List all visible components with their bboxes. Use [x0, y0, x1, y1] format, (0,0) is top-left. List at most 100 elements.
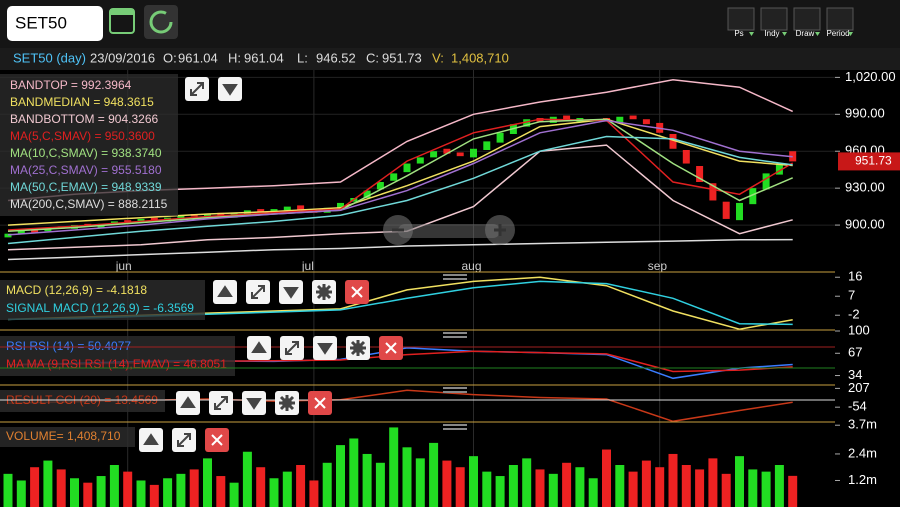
legend-entry: MA(5,C,SMAV) = 950.3600 — [10, 129, 155, 143]
up-icon — [180, 396, 196, 408]
volume-bar — [415, 458, 425, 507]
info-text: 961.04 — [244, 50, 284, 65]
candle — [749, 188, 757, 205]
label-box — [0, 280, 205, 320]
candle — [416, 157, 424, 164]
candle — [669, 134, 677, 149]
volume-bar — [615, 465, 625, 507]
right-axis — [835, 70, 900, 507]
up-icon — [217, 285, 233, 297]
candle — [4, 233, 12, 238]
candle — [403, 163, 411, 173]
candle — [376, 182, 384, 190]
toolbar-button[interactable] — [826, 7, 854, 31]
volume-bar — [282, 471, 292, 507]
volume-bar — [16, 480, 26, 507]
volume-bar — [402, 447, 412, 507]
volume-bar — [176, 473, 186, 507]
volume-bar — [788, 475, 798, 507]
indicator-label: MA MA (9,RSI RSI (14),EMAV) = 46.8051 — [6, 357, 227, 371]
volume-bar — [96, 476, 106, 507]
y-tick-label: -2 — [848, 307, 860, 322]
volume-bar — [189, 469, 199, 507]
volume-bar — [655, 467, 665, 507]
volume-bar — [681, 465, 691, 507]
candle — [456, 152, 464, 157]
toolbar-label: Period — [826, 29, 849, 38]
volume-bar — [774, 465, 784, 507]
label-box — [0, 390, 165, 412]
drag-handle[interactable] — [443, 274, 467, 280]
volume-bar — [522, 458, 532, 507]
volume-bar — [70, 478, 79, 507]
info-text: H: — [228, 50, 241, 65]
zoom-bar[interactable] — [398, 224, 500, 238]
candle — [17, 230, 25, 234]
volume-bar — [455, 467, 465, 507]
overlay-line — [7, 135, 793, 245]
candle — [283, 206, 291, 211]
legend-entry: BANDMEDIAN = 948.3615 — [10, 95, 154, 109]
candle — [470, 148, 477, 158]
drag-handle[interactable] — [443, 332, 467, 338]
volume-bar — [269, 478, 279, 507]
overlay-line — [7, 238, 793, 261]
toolbar-label: Draw — [796, 29, 815, 38]
y-tick-label: 990.00 — [845, 106, 885, 121]
y-tick-label: 7 — [848, 288, 855, 303]
volume-bar — [575, 467, 585, 507]
volume-bar — [56, 469, 66, 507]
calendar-icon — [110, 9, 134, 15]
legend-entry: MA(25,C,SMAV) = 955.5180 — [10, 163, 162, 177]
legend-entry: MA(50,C,EMAV) = 948.9339 — [10, 180, 162, 194]
toolbar-arrow — [749, 32, 754, 36]
zoom-icon — [494, 224, 506, 236]
toolbar-button[interactable] — [727, 7, 755, 31]
candle — [124, 220, 132, 223]
candle — [257, 209, 265, 212]
drag-handle[interactable] — [443, 424, 467, 430]
volume-bar — [641, 460, 651, 507]
info-text: SET50 (day) — [13, 50, 86, 65]
toolbar-arrow — [848, 32, 853, 36]
price-tag-text: 951.73 — [855, 154, 892, 168]
legend-entry: BANDTOP = 992.3964 — [10, 78, 132, 92]
volume-bar — [442, 460, 452, 507]
candle — [629, 115, 637, 120]
month-label: sep — [648, 259, 668, 273]
down-icon — [246, 398, 262, 410]
y-tick-label: 207 — [848, 380, 870, 395]
toolbar-button[interactable] — [793, 7, 821, 31]
info-text: O: — [163, 50, 177, 65]
down-icon — [317, 343, 333, 355]
x-icon — [351, 286, 363, 298]
info-text: 23/09/2016 — [90, 50, 155, 65]
volume-bar — [495, 476, 505, 507]
volume-bar — [203, 458, 212, 507]
volume-bar — [588, 478, 598, 507]
volume-label: VOLUME= 1,408,710 — [6, 429, 121, 443]
indicator-label: SIGNAL MACD (12,26,9) = -6.3569 — [6, 301, 194, 315]
symbol-box[interactable] — [7, 6, 103, 41]
volume-bar — [43, 460, 53, 507]
volume-bar — [668, 453, 678, 507]
expand-icon — [214, 396, 228, 410]
volume-bar — [163, 478, 173, 507]
candle — [363, 190, 371, 198]
volume-bar — [628, 471, 638, 507]
candle — [496, 132, 504, 143]
info-text: L: — [297, 50, 308, 65]
info-bar — [0, 48, 900, 70]
candle — [177, 215, 185, 219]
drag-handle[interactable] — [443, 387, 467, 393]
refresh-button[interactable] — [144, 5, 178, 39]
candle — [616, 116, 624, 123]
legend-box — [0, 74, 178, 216]
expand-icon — [190, 82, 204, 96]
volume-bar — [748, 469, 758, 507]
up-icon — [143, 433, 159, 445]
refresh-icon — [149, 10, 173, 34]
candle — [337, 202, 344, 208]
toolbar-button[interactable] — [760, 7, 788, 31]
